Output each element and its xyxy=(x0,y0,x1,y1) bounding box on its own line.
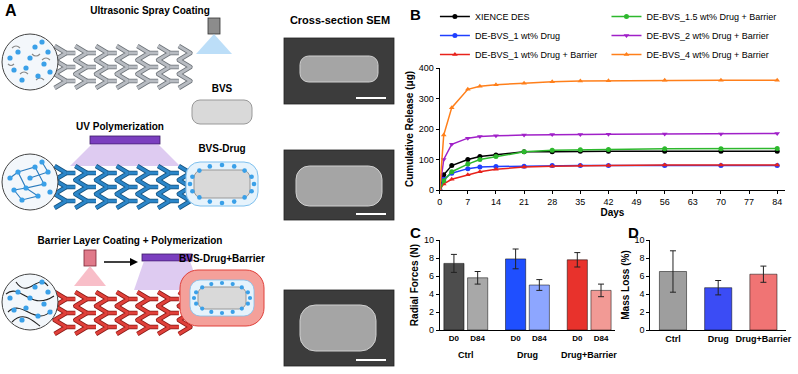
svg-text:D84: D84 xyxy=(532,334,547,343)
svg-text:Drug+Barrier: Drug+Barrier xyxy=(736,334,792,344)
svg-text:Drug: Drug xyxy=(708,334,729,344)
svg-text:6: 6 xyxy=(640,271,645,281)
svg-text:DE-BVS_1.5 wt% Drug + Barrier: DE-BVS_1.5 wt% Drug + Barrier xyxy=(646,12,776,22)
svg-text:DE-BVS_1 wt% Drug: DE-BVS_1 wt% Drug xyxy=(475,31,560,41)
svg-text:0: 0 xyxy=(429,185,434,195)
svg-text:XIENCE DES: XIENCE DES xyxy=(475,12,530,22)
svg-text:21: 21 xyxy=(519,197,529,207)
svg-text:UV Polymerization: UV Polymerization xyxy=(76,121,164,132)
svg-text:DE-BVS_4 wt% Drug + Barrier: DE-BVS_4 wt% Drug + Barrier xyxy=(646,50,768,60)
svg-text:BVS: BVS xyxy=(212,83,233,94)
svg-text:56: 56 xyxy=(660,197,670,207)
svg-text:4: 4 xyxy=(640,289,645,299)
svg-text:C: C xyxy=(410,224,421,241)
svg-text:0: 0 xyxy=(437,197,442,207)
svg-text:4: 4 xyxy=(429,289,434,299)
svg-text:0: 0 xyxy=(429,325,434,335)
svg-text:Cumulative Release (μg): Cumulative Release (μg) xyxy=(404,71,415,187)
svg-text:35: 35 xyxy=(575,197,585,207)
svg-text:77: 77 xyxy=(744,197,754,207)
svg-text:DE-BVS_2 wt% Drug + Barrier: DE-BVS_2 wt% Drug + Barrier xyxy=(646,31,768,41)
svg-text:Mass Loss (%): Mass Loss (%) xyxy=(620,250,631,319)
svg-text:300: 300 xyxy=(419,94,434,104)
svg-text:D: D xyxy=(628,224,639,241)
svg-text:14: 14 xyxy=(491,197,501,207)
svg-text:Radial Forces (N): Radial Forces (N) xyxy=(409,244,420,326)
svg-text:49: 49 xyxy=(632,197,642,207)
svg-text:Ultrasonic Spray Coating: Ultrasonic Spray Coating xyxy=(90,5,209,16)
svg-text:A: A xyxy=(5,2,17,19)
svg-text:7: 7 xyxy=(465,197,470,207)
svg-text:BVS-Drug: BVS-Drug xyxy=(198,143,245,154)
svg-text:2: 2 xyxy=(640,307,645,317)
svg-text:D0: D0 xyxy=(572,334,583,343)
svg-text:10: 10 xyxy=(635,235,645,245)
svg-text:100: 100 xyxy=(419,155,434,165)
svg-text:42: 42 xyxy=(603,197,613,207)
svg-text:Barrier Layer Coating + Polyme: Barrier Layer Coating + Polymerization xyxy=(38,235,223,246)
svg-text:DE-BVS_1 wt% Drug + Barrier: DE-BVS_1 wt% Drug + Barrier xyxy=(475,50,597,60)
svg-text:70: 70 xyxy=(716,197,726,207)
svg-text:BVS-Drug+Barrier: BVS-Drug+Barrier xyxy=(179,253,265,264)
svg-text:2: 2 xyxy=(429,307,434,317)
svg-text:8: 8 xyxy=(429,253,434,263)
svg-text:0: 0 xyxy=(640,325,645,335)
svg-text:D84: D84 xyxy=(594,334,609,343)
svg-text:200: 200 xyxy=(419,124,434,134)
svg-text:84: 84 xyxy=(772,197,782,207)
svg-text:Ctrl: Ctrl xyxy=(458,350,474,360)
svg-text:Cross-section SEM: Cross-section SEM xyxy=(290,14,390,26)
svg-text:Ctrl: Ctrl xyxy=(665,334,681,344)
svg-text:Drug+Barrier: Drug+Barrier xyxy=(561,350,617,360)
svg-text:Drug: Drug xyxy=(517,350,538,360)
svg-text:8: 8 xyxy=(640,253,645,263)
svg-text:6: 6 xyxy=(429,271,434,281)
svg-text:28: 28 xyxy=(547,197,557,207)
svg-text:Days: Days xyxy=(601,207,625,218)
svg-text:400: 400 xyxy=(419,63,434,73)
svg-text:D0: D0 xyxy=(449,334,460,343)
svg-text:D0: D0 xyxy=(511,334,522,343)
svg-text:63: 63 xyxy=(688,197,698,207)
svg-text:D84: D84 xyxy=(470,334,485,343)
svg-text:B: B xyxy=(410,6,421,23)
svg-text:10: 10 xyxy=(424,235,434,245)
